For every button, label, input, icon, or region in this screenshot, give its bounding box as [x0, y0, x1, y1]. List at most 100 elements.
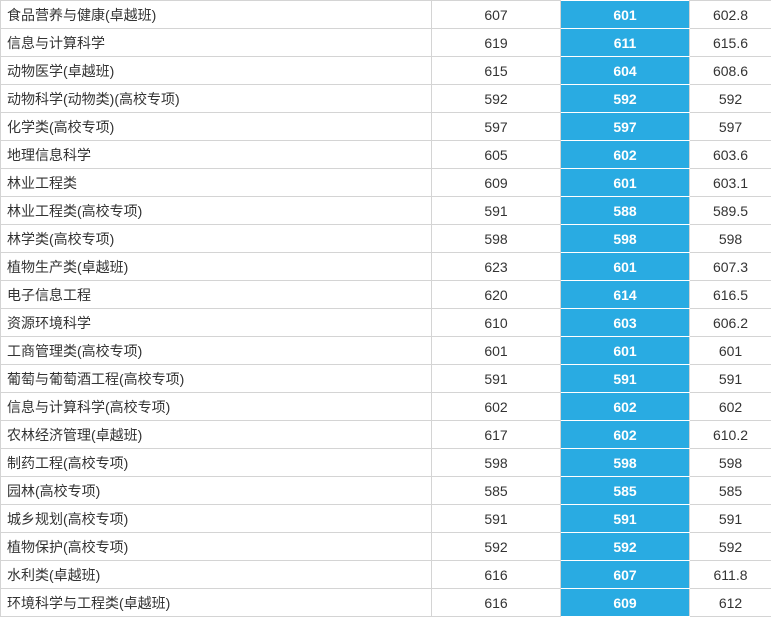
score-col3-cell: 601 [561, 1, 690, 29]
score-col3-cell: 592 [561, 533, 690, 561]
major-name-cell: 城乡规划(高校专项) [1, 505, 432, 533]
score-col2-cell: 591 [432, 505, 561, 533]
major-name-cell: 信息与计算科学(高校专项) [1, 393, 432, 421]
score-col4-cell: 612 [690, 589, 771, 617]
major-name-cell: 化学类(高校专项) [1, 113, 432, 141]
score-col4-cell: 610.2 [690, 421, 771, 449]
score-col3-cell: 592 [561, 85, 690, 113]
score-col4-cell: 585 [690, 477, 771, 505]
major-name-cell: 园林(高校专项) [1, 477, 432, 505]
score-col4-cell: 602.8 [690, 1, 771, 29]
score-col4-cell: 592 [690, 533, 771, 561]
score-col4-cell: 591 [690, 365, 771, 393]
score-col3-cell: 602 [561, 421, 690, 449]
score-col3-cell: 614 [561, 281, 690, 309]
table-row: 资源环境科学610603606.2 [1, 309, 771, 337]
major-name-cell: 林学类(高校专项) [1, 225, 432, 253]
score-col3-cell: 602 [561, 141, 690, 169]
score-col3-cell: 588 [561, 197, 690, 225]
table-row: 植物保护(高校专项)592592592 [1, 533, 771, 561]
table-row: 林业工程类609601603.1 [1, 169, 771, 197]
score-col4-cell: 592 [690, 85, 771, 113]
table-row: 制药工程(高校专项)598598598 [1, 449, 771, 477]
table-row: 林学类(高校专项)598598598 [1, 225, 771, 253]
score-col2-cell: 615 [432, 57, 561, 85]
score-col4-cell: 608.6 [690, 57, 771, 85]
score-col2-cell: 623 [432, 253, 561, 281]
score-col2-cell: 620 [432, 281, 561, 309]
major-name-cell: 水利类(卓越班) [1, 561, 432, 589]
score-col3-cell: 604 [561, 57, 690, 85]
score-col3-cell: 591 [561, 505, 690, 533]
table-row: 信息与计算科学(高校专项)602602602 [1, 393, 771, 421]
major-name-cell: 植物生产类(卓越班) [1, 253, 432, 281]
score-col4-cell: 602 [690, 393, 771, 421]
major-name-cell: 资源环境科学 [1, 309, 432, 337]
score-col4-cell: 616.5 [690, 281, 771, 309]
major-name-cell: 动物医学(卓越班) [1, 57, 432, 85]
score-col3-cell: 602 [561, 393, 690, 421]
score-col4-cell: 603.1 [690, 169, 771, 197]
score-col3-cell: 601 [561, 337, 690, 365]
score-col3-cell: 585 [561, 477, 690, 505]
score-col2-cell: 610 [432, 309, 561, 337]
score-col3-cell: 611 [561, 29, 690, 57]
score-col2-cell: 591 [432, 365, 561, 393]
score-col2-cell: 609 [432, 169, 561, 197]
score-col2-cell: 619 [432, 29, 561, 57]
score-col3-cell: 603 [561, 309, 690, 337]
score-col3-cell: 598 [561, 225, 690, 253]
score-col2-cell: 607 [432, 1, 561, 29]
score-col2-cell: 602 [432, 393, 561, 421]
table-row: 环境科学与工程类(卓越班)616609612 [1, 589, 771, 617]
major-name-cell: 葡萄与葡萄酒工程(高校专项) [1, 365, 432, 393]
major-name-cell: 环境科学与工程类(卓越班) [1, 589, 432, 617]
score-col2-cell: 597 [432, 113, 561, 141]
score-col3-cell: 609 [561, 589, 690, 617]
table-row: 地理信息科学605602603.6 [1, 141, 771, 169]
table-row: 植物生产类(卓越班)623601607.3 [1, 253, 771, 281]
major-name-cell: 食品营养与健康(卓越班) [1, 1, 432, 29]
table-row: 水利类(卓越班)616607611.8 [1, 561, 771, 589]
table-row: 信息与计算科学619611615.6 [1, 29, 771, 57]
table-row: 工商管理类(高校专项)601601601 [1, 337, 771, 365]
score-col2-cell: 616 [432, 561, 561, 589]
score-col2-cell: 601 [432, 337, 561, 365]
major-name-cell: 植物保护(高校专项) [1, 533, 432, 561]
score-col2-cell: 598 [432, 449, 561, 477]
score-col2-cell: 605 [432, 141, 561, 169]
major-name-cell: 信息与计算科学 [1, 29, 432, 57]
table-row: 林业工程类(高校专项)591588589.5 [1, 197, 771, 225]
score-col4-cell: 601 [690, 337, 771, 365]
score-col2-cell: 592 [432, 85, 561, 113]
score-col2-cell: 591 [432, 197, 561, 225]
score-col4-cell: 597 [690, 113, 771, 141]
table-row: 农林经济管理(卓越班)617602610.2 [1, 421, 771, 449]
major-name-cell: 工商管理类(高校专项) [1, 337, 432, 365]
table-row: 食品营养与健康(卓越班)607601602.8 [1, 1, 771, 29]
score-col3-cell: 601 [561, 253, 690, 281]
score-col4-cell: 611.8 [690, 561, 771, 589]
table-row: 园林(高校专项)585585585 [1, 477, 771, 505]
major-name-cell: 林业工程类(高校专项) [1, 197, 432, 225]
score-col4-cell: 589.5 [690, 197, 771, 225]
major-name-cell: 电子信息工程 [1, 281, 432, 309]
score-col3-cell: 607 [561, 561, 690, 589]
score-col4-cell: 591 [690, 505, 771, 533]
score-col4-cell: 606.2 [690, 309, 771, 337]
score-col3-cell: 597 [561, 113, 690, 141]
score-col4-cell: 607.3 [690, 253, 771, 281]
score-col3-cell: 601 [561, 169, 690, 197]
score-table-body: 食品营养与健康(卓越班)607601602.8信息与计算科学619611615.… [1, 1, 771, 617]
score-col3-cell: 598 [561, 449, 690, 477]
table-row: 化学类(高校专项)597597597 [1, 113, 771, 141]
table-row: 电子信息工程620614616.5 [1, 281, 771, 309]
score-col4-cell: 598 [690, 449, 771, 477]
table-row: 动物医学(卓越班)615604608.6 [1, 57, 771, 85]
score-col4-cell: 615.6 [690, 29, 771, 57]
major-name-cell: 农林经济管理(卓越班) [1, 421, 432, 449]
score-col3-cell: 591 [561, 365, 690, 393]
major-name-cell: 林业工程类 [1, 169, 432, 197]
score-col2-cell: 592 [432, 533, 561, 561]
score-col2-cell: 617 [432, 421, 561, 449]
